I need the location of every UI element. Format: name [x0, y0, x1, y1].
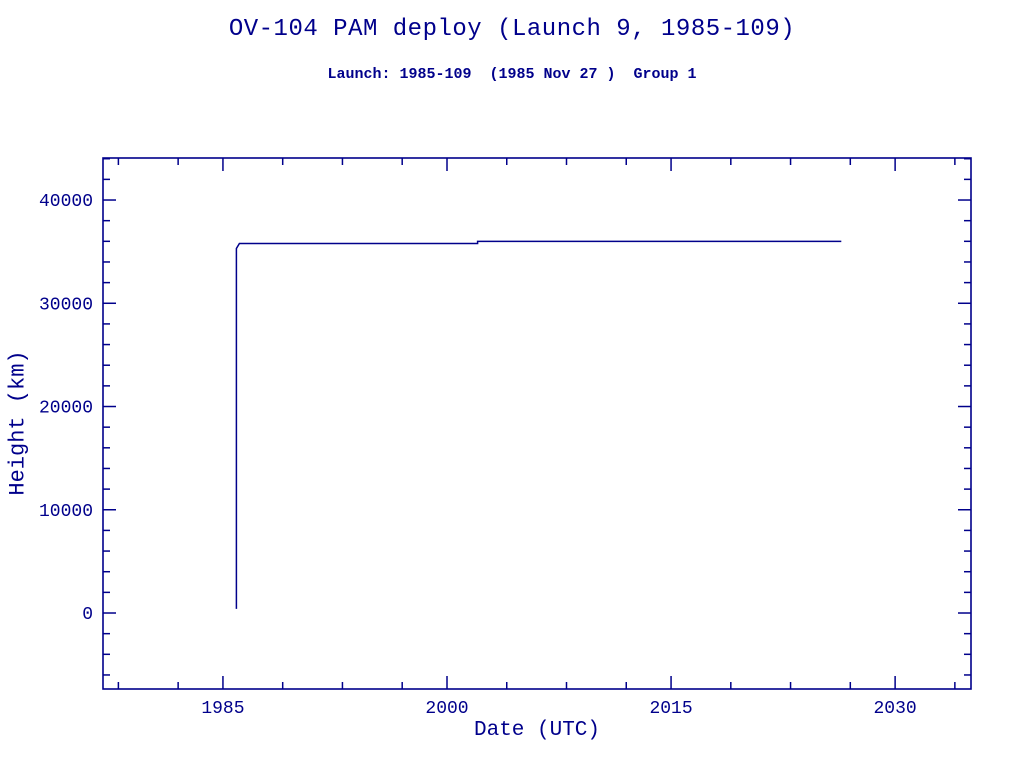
x-tick-label: 2030	[874, 699, 917, 719]
y-tick-label: 40000	[39, 192, 93, 212]
x-tick-label: 2000	[425, 699, 468, 719]
y-tick-label: 30000	[39, 295, 93, 315]
y-tick-label: 0	[82, 605, 93, 625]
x-tick-label: 1985	[201, 699, 244, 719]
chart-title: OV-104 PAM deploy (Launch 9, 1985-109)	[228, 16, 796, 43]
chart-subtitle: Launch: 1985-109 (1985 Nov 27 ) Group 1	[327, 66, 697, 83]
x-tick-label: 2015	[649, 699, 692, 719]
x-axis-label: Date (UTC)	[473, 719, 601, 742]
y-tick-label: 20000	[39, 399, 93, 419]
satellite-height-km-line	[235, 240, 842, 609]
y-tick-label: 10000	[39, 502, 93, 522]
plot-frame	[102, 157, 972, 690]
